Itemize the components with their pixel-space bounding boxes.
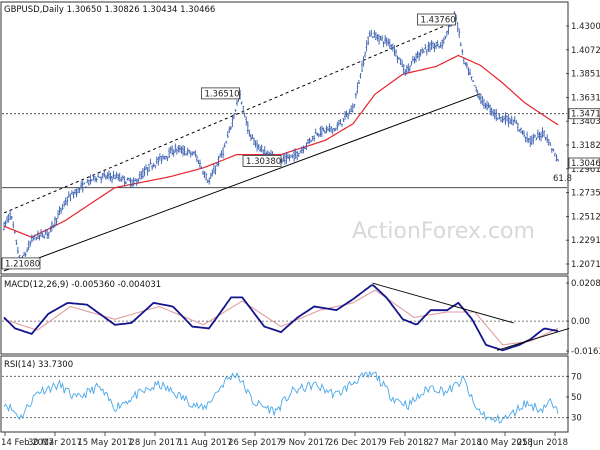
macd-trendlines bbox=[372, 282, 570, 351]
rsi-header: RSI(14) 33.7300 bbox=[4, 360, 73, 370]
price-annotations: 1.43760 1.36510 1.30380 1.21080 bbox=[1, 13, 456, 270]
rsi-path bbox=[3, 370, 559, 424]
date-tick-label: 26 Sep 2017 bbox=[228, 438, 282, 448]
rsi-line bbox=[3, 370, 559, 424]
price-panel-frame bbox=[0, 1, 569, 275]
price-tick-label: 1.38510 bbox=[571, 70, 600, 80]
price-annotation-box bbox=[201, 87, 240, 100]
price-annotation-label: 1.36510 bbox=[204, 89, 239, 99]
price-tick-label: 1.40720 bbox=[571, 46, 600, 56]
price-tick-label: 1.31820 bbox=[571, 141, 600, 151]
macd-tick-label: 0.00 bbox=[571, 317, 590, 327]
price-annotation-label: 1.21080 bbox=[5, 259, 40, 269]
rsi-panel-frame bbox=[0, 355, 569, 433]
price-candles bbox=[3, 11, 559, 265]
fib-label: 61.8 bbox=[553, 174, 572, 184]
moving-average bbox=[3, 54, 559, 238]
date-tick-label: 30 Mar 2017 bbox=[28, 438, 82, 448]
price-panel: GBPUSD,Daily 1.30650 1.30826 1.30434 1.3… bbox=[0, 1, 600, 275]
price-tick-label: 1.20710 bbox=[571, 260, 600, 270]
price-tick-label: 1.43000 bbox=[571, 22, 600, 32]
macd-trendline bbox=[372, 282, 514, 324]
macd-trendline bbox=[496, 327, 570, 351]
date-tick-label: 28 Jun 2017 bbox=[129, 438, 180, 448]
moving-average-line bbox=[3, 54, 559, 238]
price-annotation-box bbox=[242, 155, 282, 167]
date-tick-label: 14 Feb 2017 bbox=[1, 438, 54, 448]
date-tick-label: 25 Jun 2018 bbox=[517, 438, 568, 448]
macd-tick-label: -0.016357 bbox=[571, 347, 600, 357]
price-annotation-box bbox=[1, 257, 41, 270]
price-annotation-label: 1.30380 bbox=[246, 157, 281, 167]
date-tick-label: 26 Dec 2017 bbox=[328, 438, 382, 448]
price-tick-label: 1.27350 bbox=[571, 189, 600, 199]
rsi-panel: RSI(14) 33.7300 70 50 30 bbox=[0, 355, 582, 433]
price-annotation-label: 1.43760 bbox=[421, 16, 456, 26]
channel-trendline bbox=[3, 93, 481, 272]
watermark: ActionForex.com bbox=[352, 219, 535, 244]
price-tick-label: 1.29610 bbox=[571, 165, 600, 175]
level-label-box bbox=[568, 108, 600, 120]
macd-panel: MACD(12,26,9) -0.005360 -0.004031 0.0208… bbox=[0, 275, 600, 357]
horizontal-levels: 1.34710 bbox=[2, 108, 600, 189]
svg-text:1.30466: 1.30466 bbox=[571, 159, 600, 169]
rsi-tick-label: 30 bbox=[571, 414, 582, 424]
price-tick-label: 1.34030 bbox=[571, 117, 600, 127]
macd-panel-frame bbox=[0, 275, 569, 355]
rsi-tick-label: 50 bbox=[571, 393, 582, 403]
price-axis: 1.43000 1.40720 1.38510 1.36310 1.34030 1.318… bbox=[566, 22, 600, 270]
rsi-tick-label: 70 bbox=[571, 372, 582, 382]
level-label: 1.34710 bbox=[571, 110, 600, 120]
current-price-label: 1.30466 bbox=[568, 157, 600, 169]
macd-path bbox=[3, 284, 559, 352]
date-tick-label: 15 May 2017 bbox=[77, 438, 132, 448]
date-tick-label: 11 Aug 2017 bbox=[178, 438, 232, 448]
price-tick-label: 1.36310 bbox=[571, 93, 600, 103]
macd-tick-label: 0.020861 bbox=[571, 279, 600, 289]
date-tick-label: 27 Mar 2018 bbox=[428, 438, 482, 448]
date-tick-label: 9 Feb 2018 bbox=[381, 438, 429, 448]
date-tick-label: 10 May 2018 bbox=[477, 438, 532, 448]
macd-header: MACD(12,26,9) -0.005360 -0.004031 bbox=[4, 280, 161, 290]
price-tick-label: 1.22910 bbox=[571, 236, 600, 246]
macd-line bbox=[3, 284, 559, 352]
price-trendlines bbox=[3, 21, 481, 272]
price-tick-label: 1.25120 bbox=[571, 212, 600, 222]
date-tick-label: 9 Nov 2017 bbox=[280, 438, 329, 448]
chart-header: GBPUSD,Daily 1.30650 1.30826 1.30434 1.3… bbox=[4, 5, 215, 15]
price-annotation-box bbox=[417, 13, 456, 26]
